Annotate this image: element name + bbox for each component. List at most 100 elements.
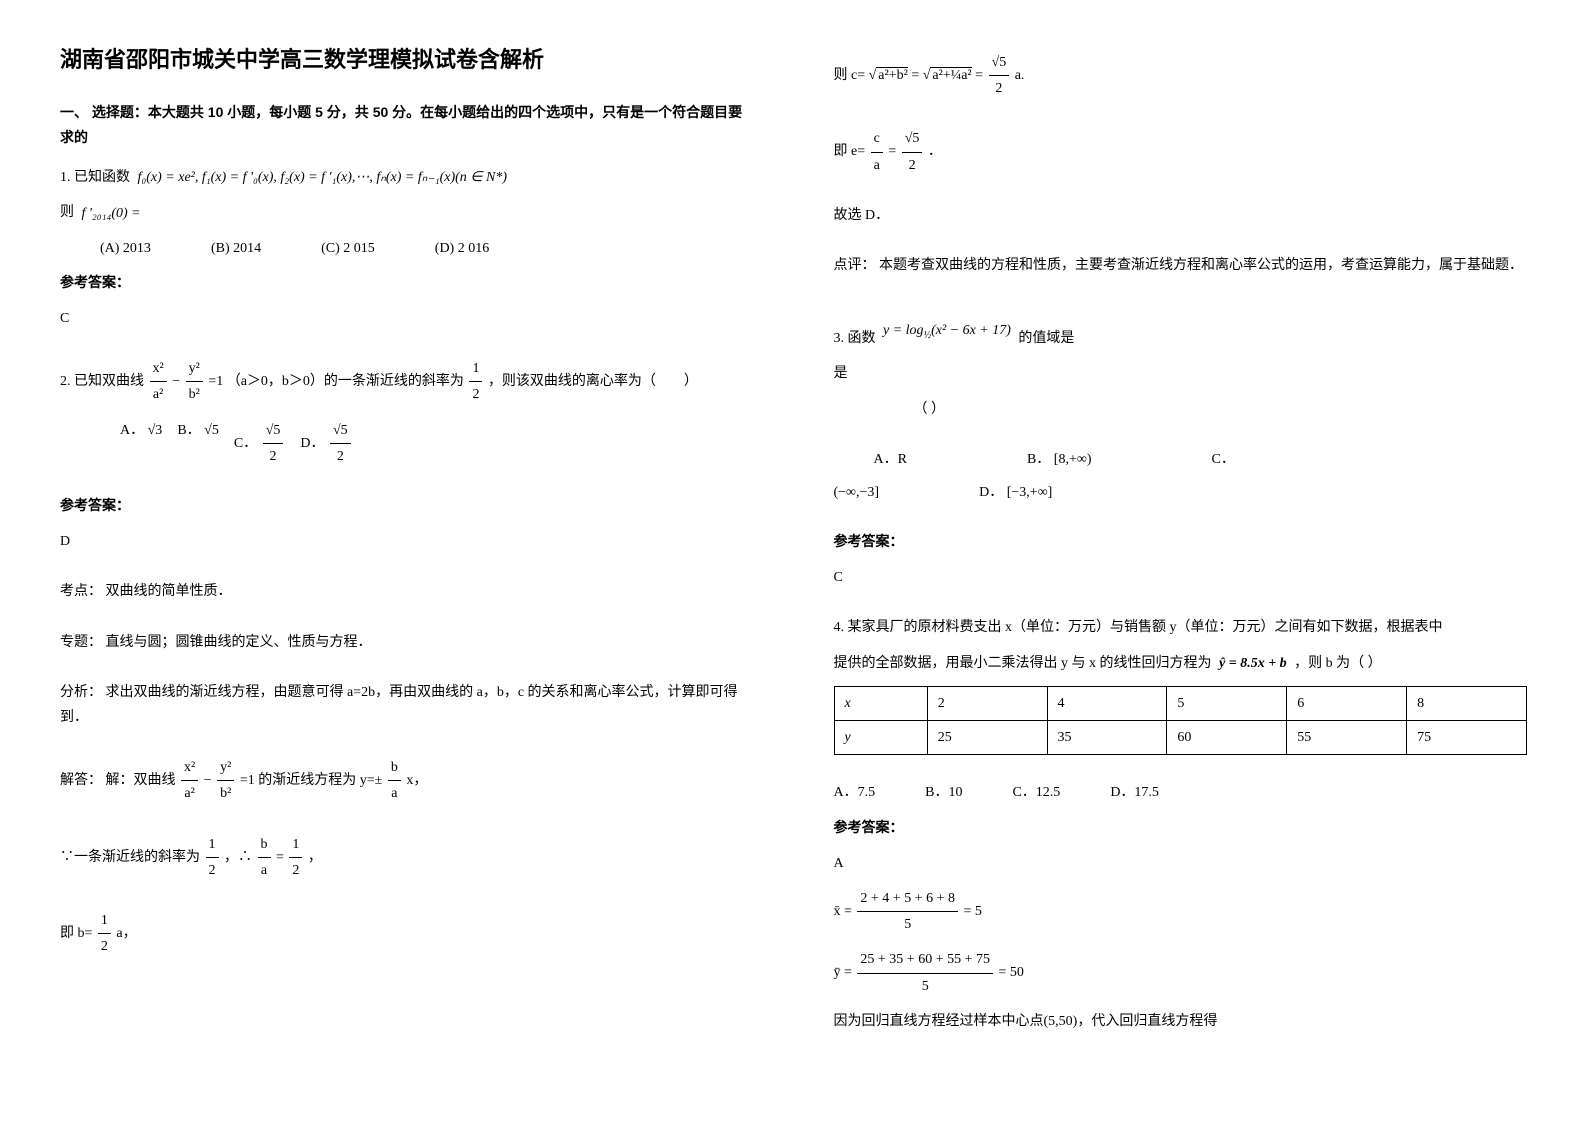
q1-stem: 1. 已知函数 f₀(x) = xe², f₁(x) = f '₀(x), f₂… bbox=[60, 165, 754, 190]
sqrt: a²+b² bbox=[876, 67, 908, 83]
q3-options-row1: A．R B． [8,+∞) C． bbox=[874, 447, 1528, 472]
frac-num: 25 + 35 + 60 + 55 + 75 bbox=[857, 947, 993, 973]
frac-den: 2 bbox=[263, 444, 284, 469]
table-row-x: x 2 4 5 6 8 bbox=[834, 687, 1527, 721]
label: 点评： bbox=[834, 258, 876, 273]
q4-formula: ŷ = 8.5x + b bbox=[1219, 651, 1287, 676]
eq1: =1 bbox=[208, 374, 223, 389]
opt-label: D． bbox=[300, 436, 324, 451]
frac-num: x² bbox=[181, 755, 198, 781]
frac: 1 2 bbox=[206, 832, 219, 883]
label: 专题： bbox=[60, 635, 102, 650]
frac-num: 1 bbox=[469, 356, 482, 382]
text: a. bbox=[1015, 68, 1025, 83]
result: = 5 bbox=[964, 904, 982, 919]
cell: 55 bbox=[1287, 721, 1407, 755]
q3-opt-d: D． [−3,+∞] bbox=[979, 480, 1052, 505]
text: 双曲线的简单性质． bbox=[106, 584, 232, 599]
frac: √5 2 bbox=[902, 126, 923, 177]
cell: 4 bbox=[1047, 687, 1167, 721]
frac-num: y² bbox=[217, 755, 234, 781]
q1-stem-text: 1. 已知函数 bbox=[60, 170, 130, 185]
q2-options: A． √3 B． √5 C． √5 2 D． √5 2 bbox=[120, 418, 754, 469]
text: 求出双曲线的渐近线方程，由题意可得 a=2b，再由双曲线的 a，b，c 的关系和… bbox=[60, 685, 738, 725]
q1-opt-d: (D) 2 016 bbox=[435, 236, 489, 261]
q3-stem: 3. 函数 y = log½(x² − 6x + 17) 的值域是 bbox=[834, 318, 1528, 351]
text: 直线与圆；圆锥曲线的定义、性质与方程． bbox=[106, 635, 372, 650]
frac: b a bbox=[258, 832, 271, 883]
text: ， bbox=[308, 849, 322, 864]
frac-num: 1 bbox=[98, 908, 111, 934]
text: 提供的全部数据，用最小二乘法得出 y 与 x 的线性回归方程为 bbox=[834, 656, 1212, 671]
opt-val: [8,+∞) bbox=[1054, 452, 1092, 467]
frac-den: 5 bbox=[857, 912, 958, 937]
opt-frac: √5 2 bbox=[263, 418, 284, 469]
q1-formula: f₀(x) = xe², f₁(x) = f '₀(x), f₂(x) = f … bbox=[138, 165, 508, 190]
frac-num: √5 bbox=[902, 126, 923, 152]
q1-options: (A) 2013 (B) 2014 (C) 2 015 (D) 2 016 bbox=[100, 236, 754, 261]
frac-den: b² bbox=[217, 781, 234, 806]
q2-jieda3: 即 b= 1 2 a， bbox=[60, 908, 754, 959]
page-title: 湖南省邵阳市城关中学高三数学理模拟试卷含解析 bbox=[60, 40, 754, 80]
frac-den: 2 bbox=[206, 858, 219, 883]
text: 的渐近线方程为 y=± bbox=[258, 773, 382, 788]
frac-den: 2 bbox=[989, 76, 1010, 101]
q2-fenxi: 分析： 求出双曲线的渐近线方程，由题意可得 a=2b，再由双曲线的 a，b，c … bbox=[60, 680, 754, 730]
q2-zhuanti: 专题： 直线与圆；圆锥曲线的定义、性质与方程． bbox=[60, 630, 754, 655]
opt-label: A． bbox=[120, 423, 144, 438]
q3-options-row2: (−∞,−3] D． [−3,+∞] bbox=[834, 480, 1528, 505]
text: a， bbox=[116, 926, 136, 941]
q4-opt-a: A．7.5 bbox=[834, 780, 876, 805]
q4-opt-c: C．12.5 bbox=[1012, 780, 1060, 805]
q1-stem2: 则 f '₂₀₁₄(0) = bbox=[60, 200, 754, 225]
q2-col2-line2: 即 e= c a = √5 2 ． bbox=[834, 126, 1528, 177]
cell: 2 bbox=[927, 687, 1047, 721]
frac-num: 1 bbox=[206, 832, 219, 858]
frac-den: 2 bbox=[902, 153, 923, 178]
q3-answer: C bbox=[834, 565, 1528, 590]
q4-stem2: 提供的全部数据，用最小二乘法得出 y 与 x 的线性回归方程为 ŷ = 8.5x… bbox=[834, 651, 1528, 676]
q2-jieda2: ∵一条渐近线的斜率为 1 2 ，∴ b a = 1 2 ， bbox=[60, 832, 754, 883]
q1-answer: C bbox=[60, 306, 754, 331]
q3-formula: y = log½(x² − 6x + 17) bbox=[883, 318, 1011, 345]
q3-opt-c-val: (−∞,−3] bbox=[834, 480, 880, 505]
q4-opt-b: B．10 bbox=[925, 780, 962, 805]
q2-opt-d: D． √5 2 bbox=[300, 418, 352, 469]
text: 解：双曲线 bbox=[106, 773, 176, 788]
opt-val: √3 bbox=[148, 423, 163, 438]
cell: 60 bbox=[1167, 721, 1287, 755]
text: ∵一条渐近线的斜率为 bbox=[60, 849, 200, 864]
table-row-y: y 25 35 60 55 75 bbox=[834, 721, 1527, 755]
q2-dianping: 点评： 本题考查双曲线的方程和性质，主要考查渐近线方程和离心率公式的运用，考查运… bbox=[834, 253, 1528, 278]
q2-col2-line1: 则 c= √a²+b² = √a²+¼a² = √5 2 a. bbox=[834, 50, 1528, 101]
text: ，∴ bbox=[224, 849, 252, 864]
frac: y² b² bbox=[217, 755, 234, 806]
frac-num: y² bbox=[186, 356, 203, 382]
q2-conclusion: 故选 D． bbox=[834, 203, 1528, 228]
frac-num: 1 bbox=[289, 832, 302, 858]
opt-label: B． bbox=[177, 423, 200, 438]
cell: 35 bbox=[1047, 721, 1167, 755]
text: ． bbox=[928, 144, 942, 159]
frac-den: a² bbox=[181, 781, 198, 806]
q2-frac-y: y² b² bbox=[186, 356, 203, 407]
q4-opt-d: D．17.5 bbox=[1110, 780, 1159, 805]
q2-answer-label: 参考答案： bbox=[60, 494, 754, 519]
frac: 25 + 35 + 60 + 55 + 75 5 bbox=[857, 947, 993, 998]
frac: x² a² bbox=[181, 755, 198, 806]
q3-answer-label: 参考答案： bbox=[834, 530, 1528, 555]
q3-is: 是 bbox=[834, 361, 1528, 386]
result: = 50 bbox=[999, 965, 1024, 980]
q3-opt-c: C． bbox=[1212, 447, 1235, 472]
frac-num: c bbox=[871, 126, 883, 152]
frac-den: 2 bbox=[469, 382, 482, 407]
sqrt: a²+¼a² bbox=[930, 67, 971, 83]
frac-num: √5 bbox=[263, 418, 284, 444]
text: 则 c= bbox=[834, 68, 866, 83]
label: 解答： bbox=[60, 773, 102, 788]
opt-label: C． bbox=[234, 436, 257, 451]
opt-val: √5 bbox=[204, 423, 219, 438]
q3-opt-a: A．R bbox=[874, 447, 907, 472]
eq1: =1 bbox=[240, 773, 255, 788]
opt-val: [−3,+∞] bbox=[1007, 485, 1053, 500]
